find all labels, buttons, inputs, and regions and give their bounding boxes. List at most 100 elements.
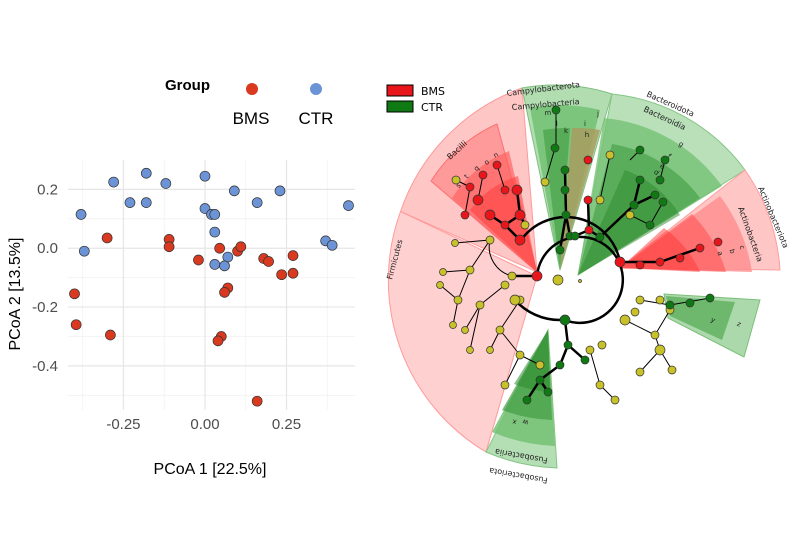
tree-node [570,231,580,241]
tree-node [500,280,510,290]
point-ctr [140,167,152,179]
cladogram-clade-highlights [387,84,781,469]
tree-node [585,345,595,355]
tree-node [667,365,677,375]
point-ctr [228,185,240,197]
point-ctr [209,226,221,238]
tree-node [514,234,526,246]
tree-node [475,300,485,310]
tree-node [439,268,447,276]
tree-node [614,256,626,268]
tree-node [465,182,475,192]
tree-node [451,175,461,185]
point-ctr [199,170,211,182]
tree-node [540,177,550,187]
letter-label-q: q [472,164,481,173]
letter-label-g: g [677,140,685,149]
tree-node [460,210,470,220]
point-bms [105,329,116,341]
tree-node [515,350,525,360]
x-tick-label: 0.25 [272,416,301,433]
x-tick-label: 0.00 [190,416,219,433]
point-ctr [75,209,87,220]
tree-node [495,325,505,335]
tree-node [635,295,645,305]
legend-label-bms: BMS [233,109,270,128]
tree-node [650,190,660,200]
legend-title: Group [165,77,210,94]
tree-node [635,367,645,377]
cladogram-nodes [436,105,723,405]
cladogram-legend: BMS CTR [386,84,445,114]
tree-node [478,170,488,180]
letter-label-e: e [658,162,666,171]
tree-node [583,155,593,165]
tree-node [451,239,459,247]
tree-node [705,293,715,303]
x-axis-label: PCoA 1 [22.5%] [154,461,267,478]
tree-node [551,105,561,115]
tree-node [654,344,666,356]
tree-node [507,271,517,281]
point-ctr [78,245,90,257]
tree-node [500,380,510,390]
point-bms [69,288,80,300]
point-ctr [219,260,230,272]
point-bms [287,250,299,261]
letter-label-c: c [737,244,746,250]
tree-node [555,245,565,255]
point-ctr [160,178,172,189]
point-bms [193,254,204,266]
tree-node [535,360,545,370]
y-tick-label: -0.4 [32,358,58,375]
tree-node [466,346,474,354]
tree-node [630,307,640,317]
clade-campylobacteria-inner [543,127,570,270]
letter-label-t: t [463,173,471,181]
tree-node [580,355,590,365]
point-ctr [251,197,263,208]
tree-node [610,395,620,405]
tree-node [660,155,670,165]
tree-node [655,257,665,267]
pcoa-tick-labels: -0.25 0.00 0.25 0.2 0.0 -0.2 -0.4 [32,181,301,433]
tree-node [559,314,571,326]
point-ctr [140,197,152,208]
tree-node [520,220,530,230]
tree-node [595,195,605,205]
legend-label-bms: BMS [421,85,445,98]
point-bms [70,319,82,331]
letter-label-o: o [483,158,491,167]
tree-node [563,340,573,350]
legend-label-ctr: CTR [421,101,443,114]
letter-label-a: a [715,250,724,256]
letter-label-x: x [511,418,517,427]
tree-node [629,200,639,210]
tree-node [492,160,502,170]
y-tick-label: 0.0 [37,240,58,257]
letter-label-w: w [521,417,529,426]
tree-node [675,253,685,263]
point-bms [212,335,224,347]
tree-node [500,185,510,195]
tree-node [685,298,695,308]
tree-node [543,387,553,397]
pcoa-points [69,167,354,407]
letter-label-h: h [585,131,589,139]
tree-node [535,375,545,385]
point-ctr [124,197,136,208]
tree-node [655,295,665,305]
legend-swatch-ctr [310,83,322,95]
letter-label-s: s [454,181,463,189]
tree-node [625,210,635,220]
tree-node [584,225,594,235]
point-bms [251,395,263,407]
pcoa-legend: Group BMS CTR [165,77,333,128]
tree-node [695,243,705,253]
y-tick-label: -0.2 [32,299,58,316]
letter-label-m: m [544,109,552,118]
tree-node [453,295,463,305]
tree-node [514,209,526,221]
